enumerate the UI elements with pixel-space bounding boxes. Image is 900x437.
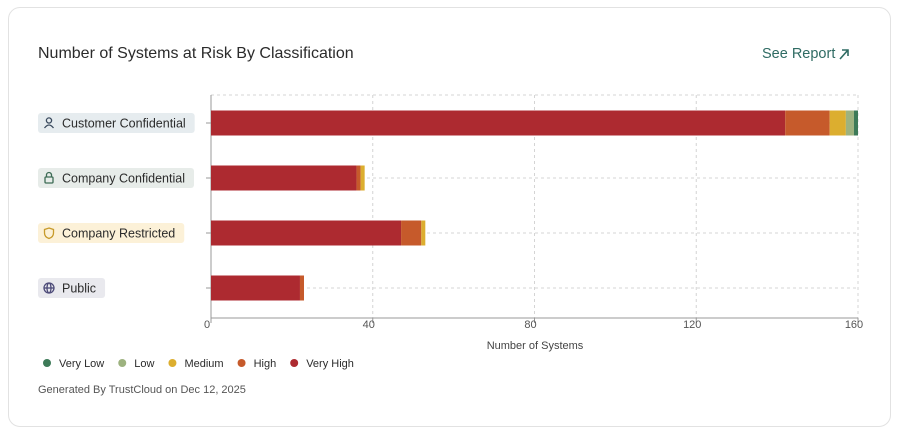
bar-segment [853, 110, 858, 136]
icon-part [44, 176, 54, 184]
card [8, 7, 891, 427]
category-icon [43, 282, 55, 294]
bar-segment [360, 165, 365, 191]
legend-marker [168, 359, 177, 367]
legend-label: High [254, 358, 277, 370]
bar-segment [845, 110, 854, 136]
legend-label: Very Low [59, 358, 104, 370]
legend-marker [290, 359, 299, 367]
icon-part [43, 227, 55, 240]
category-icon [43, 117, 55, 129]
legend-marker [118, 359, 127, 367]
chart-title: Number of Systems at Risk By Classificat… [38, 45, 354, 62]
see-report-link[interactable]: See Report [762, 46, 849, 62]
bar-segment [211, 275, 300, 301]
legend-label: Low [134, 358, 154, 370]
y-tick-label: Customer Confidential [62, 116, 186, 130]
footer: Generated By TrustCloud on Dec 12, 2025 [38, 384, 246, 396]
link-arrow[interactable] [839, 49, 849, 60]
y-tick-label: Company Restricted [62, 226, 175, 240]
bar-segment [829, 110, 846, 136]
bar-segment [211, 110, 786, 136]
x-tick-label: 40 [363, 319, 375, 331]
icon-part [45, 117, 53, 124]
category-icon [43, 227, 55, 240]
legend-label: Very High [306, 358, 354, 370]
bar-segment [211, 220, 402, 246]
y-tick-label: Public [62, 281, 96, 295]
icon-part [43, 124, 55, 129]
legend-marker [237, 359, 246, 367]
bar-segment [356, 165, 361, 191]
bar-segment [785, 110, 830, 136]
y-tick-label: Company Confidential [62, 171, 185, 185]
bar-segment [421, 220, 426, 246]
legend-label: Medium [184, 358, 223, 370]
category-chip [38, 278, 106, 298]
bar-segment [299, 275, 305, 301]
x-axis-label: Number of Systems [487, 340, 584, 352]
legend-marker [43, 359, 51, 367]
x-tick-label: 160 [845, 319, 863, 331]
link-text[interactable]: See Report [762, 46, 835, 62]
x-tick-label: 80 [524, 319, 536, 331]
icon-part [45, 171, 53, 177]
bar-segment [401, 220, 422, 246]
category-chip [38, 168, 194, 188]
x-tick-label: 120 [683, 319, 701, 331]
category-icon [44, 171, 54, 184]
category-chip [38, 113, 195, 133]
bar-segment [211, 165, 357, 191]
category-chip [38, 223, 185, 243]
x-tick-label: 0 [204, 319, 210, 331]
